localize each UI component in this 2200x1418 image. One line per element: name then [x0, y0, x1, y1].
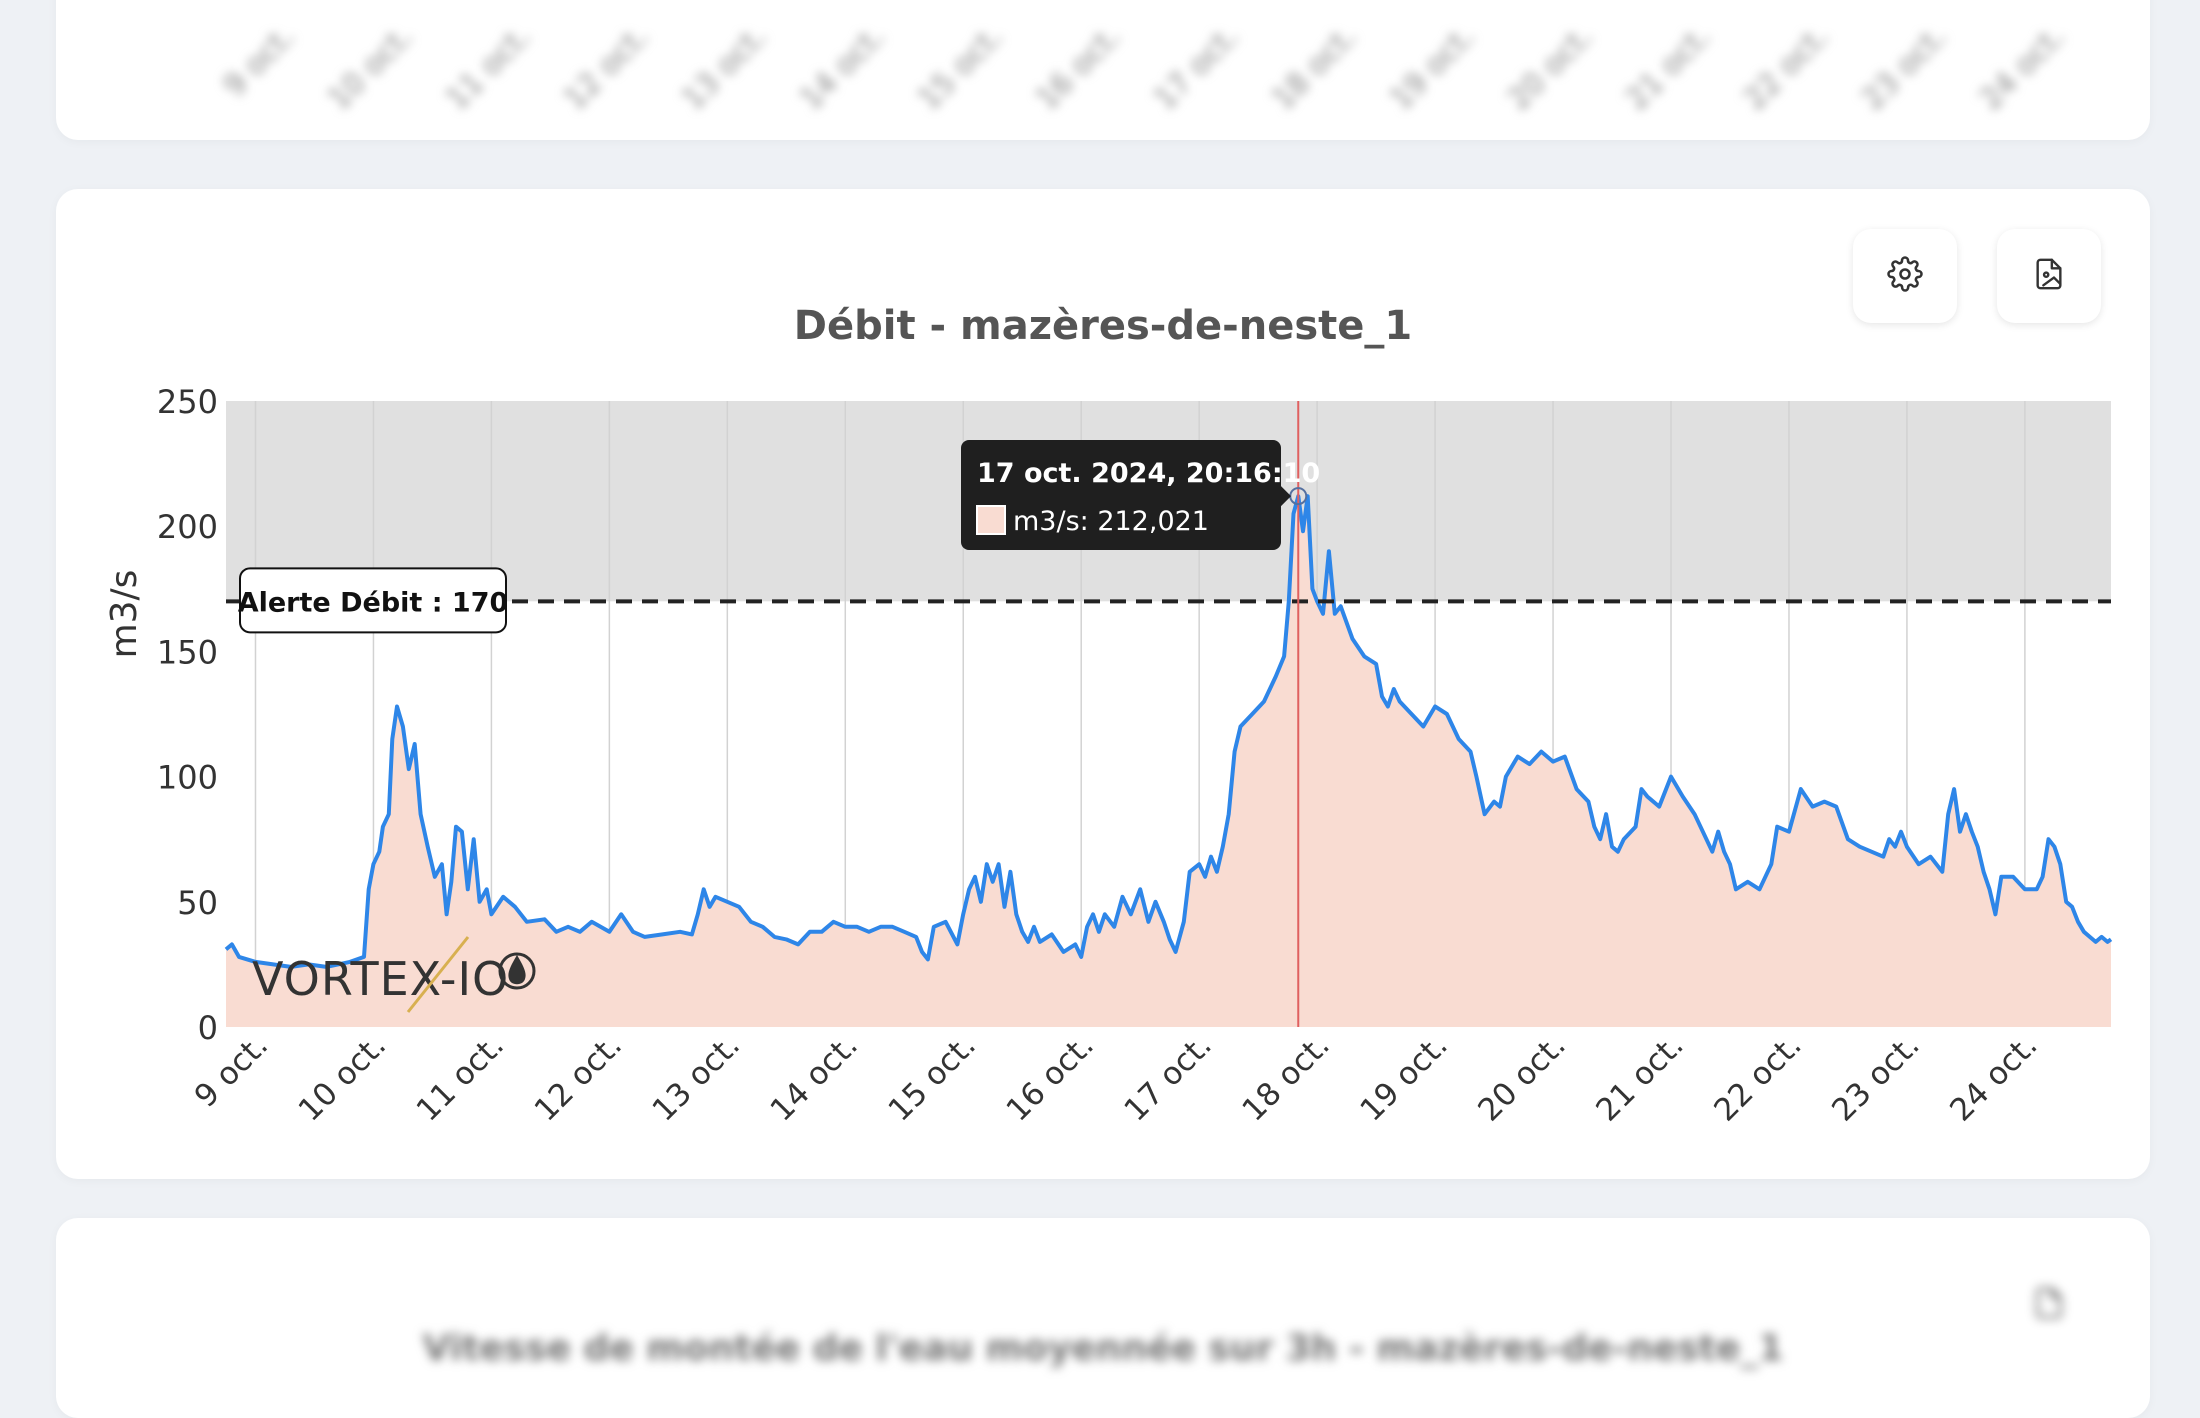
previous-chart-tick: 20 oct. — [1501, 19, 1599, 117]
x-tick-label: 16 oct. — [1000, 1027, 1101, 1128]
previous-chart-tick: 19 oct. — [1383, 19, 1481, 117]
previous-chart-tick: 16 oct. — [1029, 19, 1127, 117]
x-tick-label: 14 oct. — [764, 1027, 865, 1128]
gear-icon — [1887, 256, 1923, 296]
previous-chart-tick: 9 oct. — [217, 19, 302, 104]
x-tick-label: 15 oct. — [882, 1027, 983, 1128]
x-tick-label: 20 oct. — [1471, 1027, 1572, 1128]
previous-chart-tick: 10 oct. — [321, 19, 419, 117]
vortex-io-logo: VORTEX-IO — [252, 952, 509, 1006]
image-file-icon — [2032, 1285, 2066, 1325]
chart-title: Débit - mazères-de-neste_1 — [793, 303, 1413, 349]
x-tick-label: 12 oct. — [528, 1027, 629, 1128]
previous-chart-tick: 15 oct. — [911, 19, 1009, 117]
tooltip-value: m3/s: 212,021 — [1013, 506, 1209, 537]
previous-chart-axis: 9 oct. 10 oct. 11 oct. 12 oct. 13 oct. 14 oct… — [217, 19, 2072, 117]
x-tick-label: 11 oct. — [410, 1027, 511, 1128]
image-file-icon — [2032, 256, 2066, 296]
series-line — [224, 494, 2113, 969]
tooltip-swatch — [976, 505, 1006, 535]
x-tick-label: 22 oct. — [1707, 1027, 1808, 1128]
y-tick-label: 100 — [157, 759, 218, 797]
alert-label: Alerte Débit : 170 — [238, 587, 509, 618]
previous-chart-tick: 22 oct. — [1737, 19, 1835, 117]
previous-chart-tick: 11 oct. — [439, 19, 537, 117]
x-tick-label: 17 oct. — [1117, 1027, 1218, 1128]
x-tick-label: 18 oct. — [1235, 1027, 1336, 1128]
series-area — [226, 496, 2111, 1027]
chart-card: Débit - mazères-de-neste_1 Alerte Débit … — [56, 189, 2150, 1179]
previous-chart-tick: 21 oct. — [1619, 19, 1717, 117]
previous-chart-tick: 23 oct. — [1855, 19, 1953, 117]
previous-chart-tick: 17 oct. — [1147, 19, 1245, 117]
y-axis-label: m3/s — [104, 570, 145, 659]
logo-accent — [406, 936, 470, 1013]
tooltip-box — [961, 440, 1281, 550]
x-tick-label: 10 oct. — [292, 1027, 393, 1128]
y-tick-label: 250 — [157, 383, 218, 421]
alert-label-box — [239, 567, 507, 634]
previous-chart-tick: 24 oct. — [1973, 19, 2071, 117]
y-tick-label: 150 — [157, 633, 218, 671]
tooltip-arrow — [1281, 486, 1291, 507]
x-tick-label: 23 oct. — [1825, 1027, 1926, 1128]
logo-drop-ring — [498, 952, 536, 990]
previous-chart-tick: 13 oct. — [675, 19, 773, 117]
debit-chart: Alerte Débit : 170 050100150200250m3/s9 … — [104, 383, 2113, 1129]
x-tick-label: 19 oct. — [1353, 1027, 1454, 1128]
previous-chart-card: 9 oct. 10 oct. 11 oct. 12 oct. 13 oct. 14 oct… — [56, 0, 2150, 140]
x-tick-label: 21 oct. — [1589, 1027, 1690, 1128]
y-tick-label: 0 — [198, 1009, 218, 1047]
previous-chart-tick: 14 oct. — [793, 19, 891, 117]
x-tick-label: 13 oct. — [646, 1027, 747, 1128]
y-tick-label: 50 — [177, 884, 218, 922]
previous-chart-ticks: 9 oct. 10 oct. 11 oct. 12 oct. 13 oct. 14 oct… — [56, 0, 2150, 140]
water-drop-icon — [508, 955, 526, 985]
settings-button[interactable] — [1853, 229, 1957, 323]
next-chart-title: Vitesse de montée de l'eau moyennée sur … — [422, 1328, 1784, 1369]
previous-chart-tick: 12 oct. — [557, 19, 655, 117]
tooltip-date: 17 oct. 2024, 20:16:10 — [977, 458, 1320, 489]
next-chart-card: Vitesse de montée de l'eau moyennée sur … — [56, 1218, 2150, 1418]
export-image-button[interactable] — [1997, 229, 2101, 323]
next-chart-export-button[interactable] — [1997, 1258, 2101, 1352]
x-tick-label: 24 oct. — [1943, 1027, 2044, 1128]
y-tick-label: 200 — [157, 508, 218, 546]
previous-chart-tick: 18 oct. — [1265, 19, 1363, 117]
